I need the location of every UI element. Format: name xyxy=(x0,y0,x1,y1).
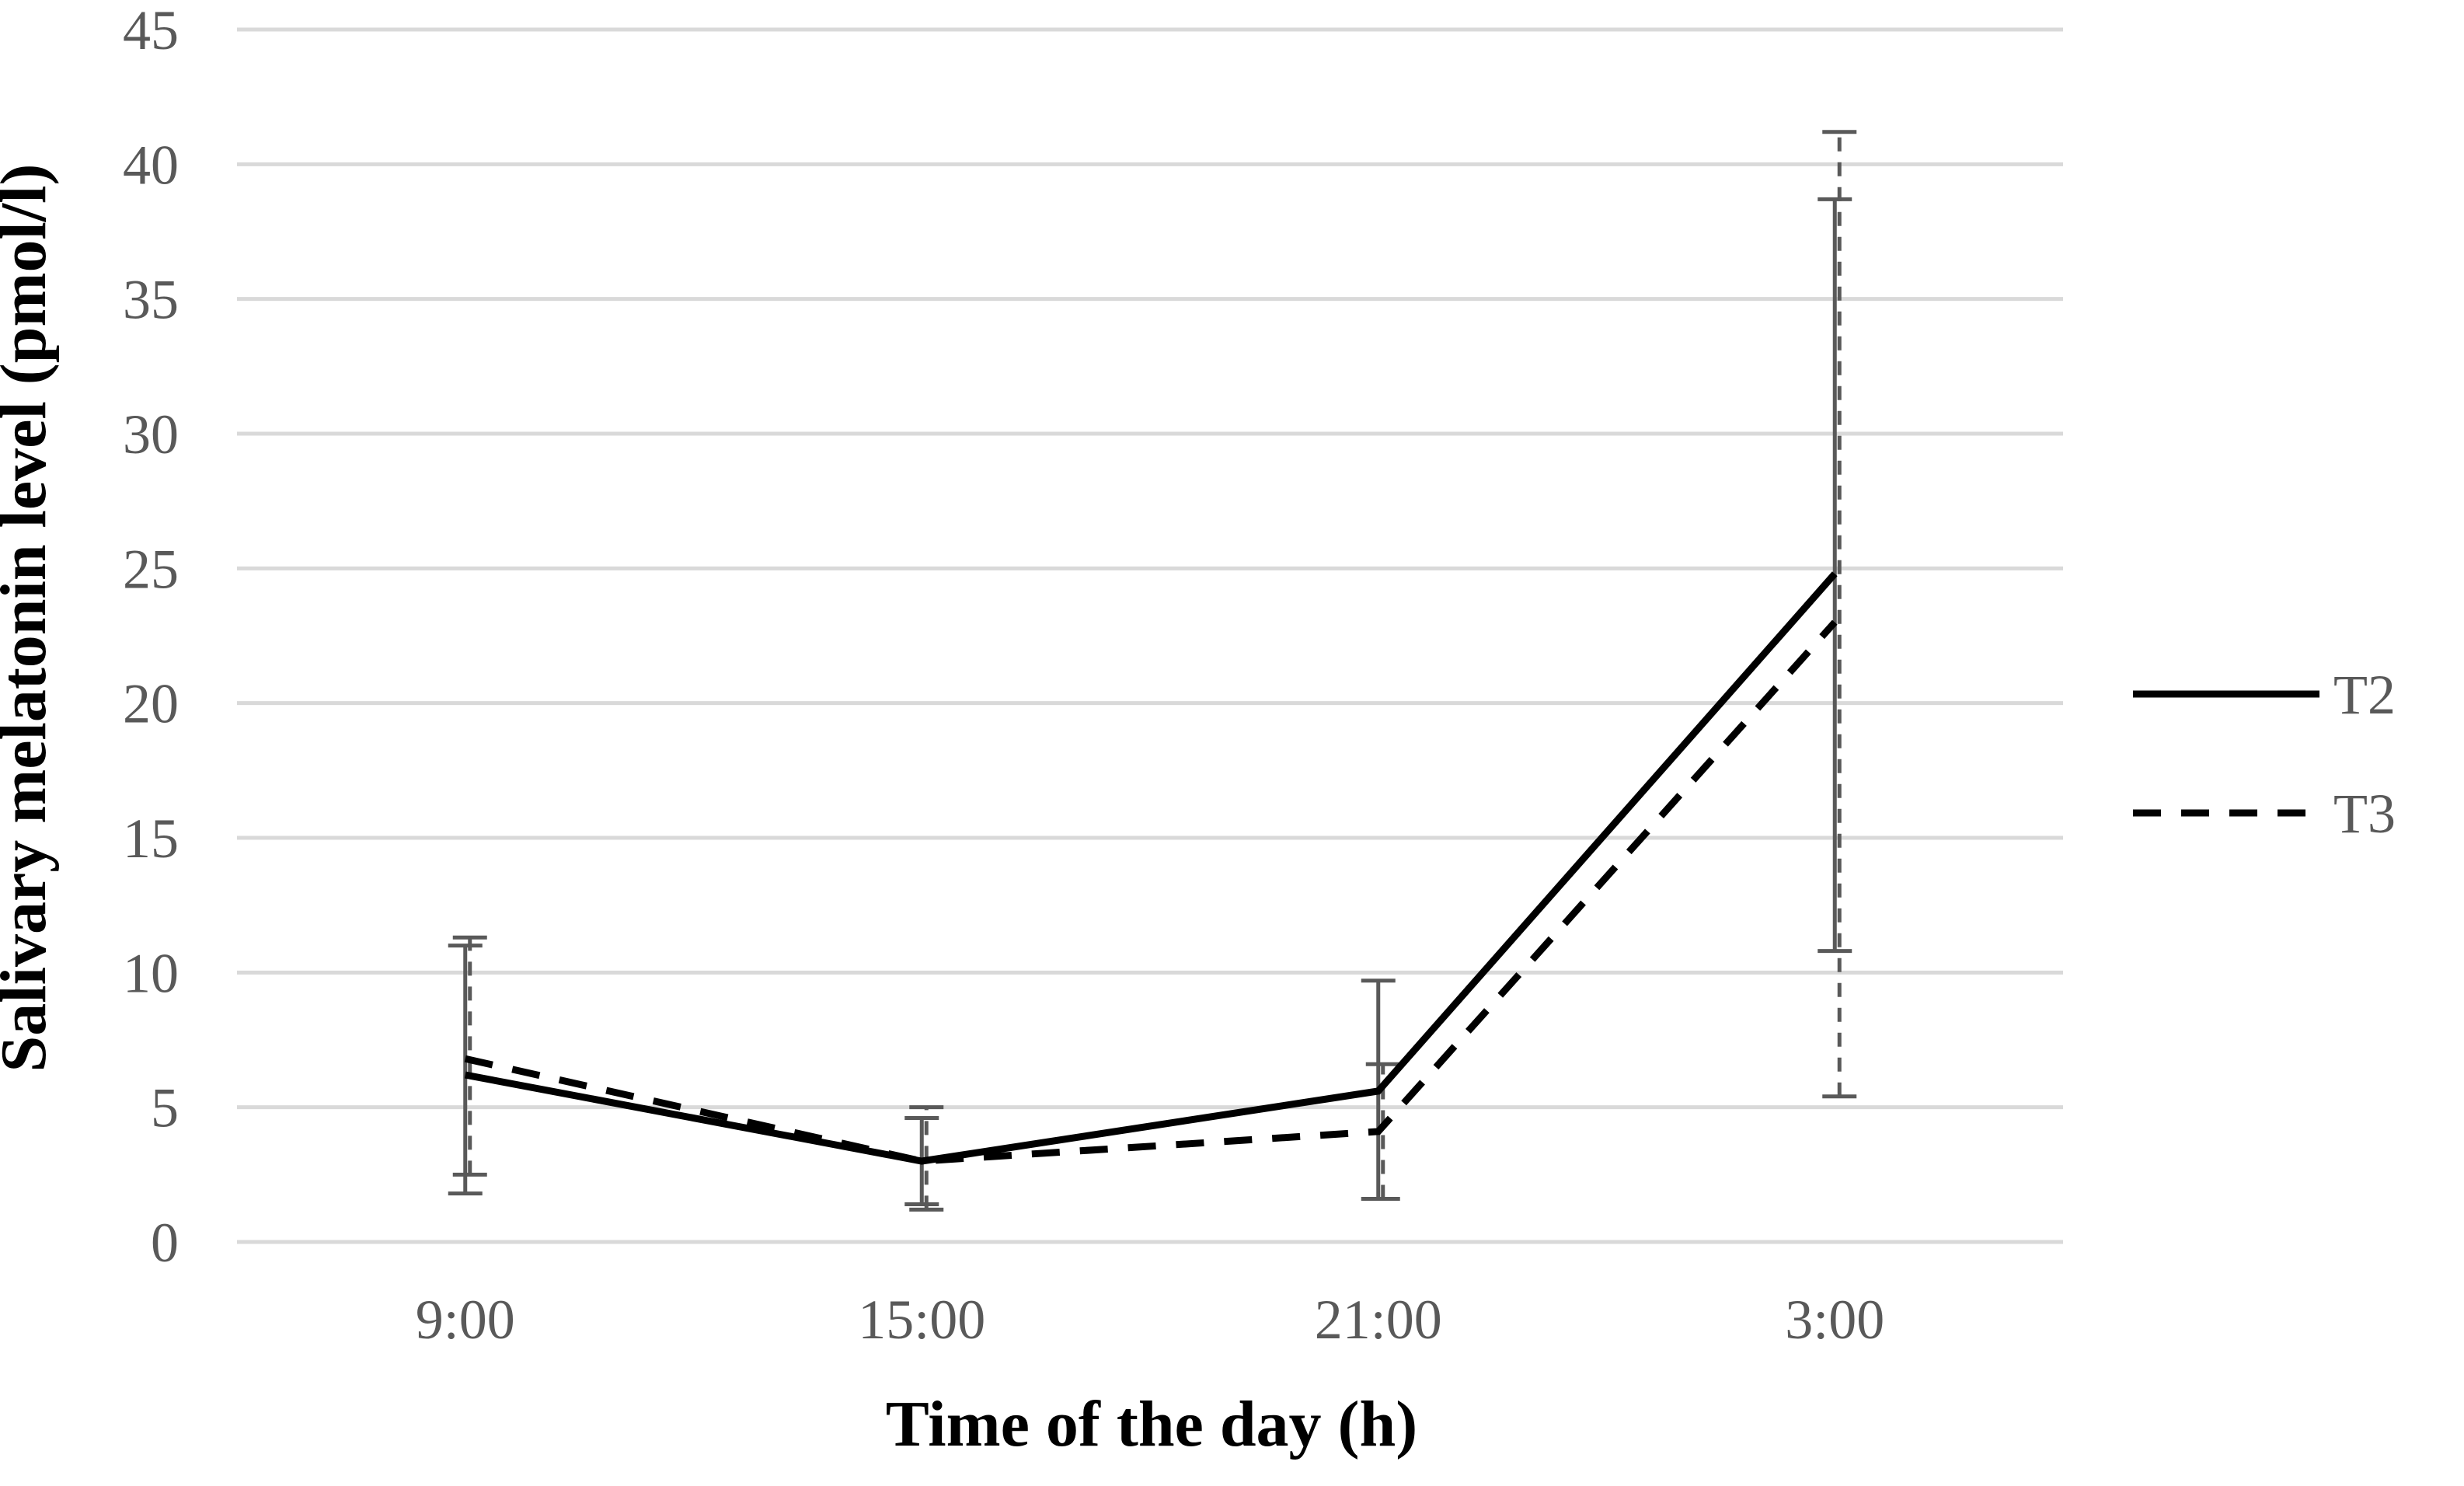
y-tick-label: 25 xyxy=(123,538,179,600)
series-line-t2 xyxy=(464,571,1838,1165)
series-lines xyxy=(464,571,1838,1165)
legend-label-t2: T2 xyxy=(2333,664,2396,726)
series-line-t3 xyxy=(464,619,1838,1165)
x-tick-label: 15:00 xyxy=(858,1289,985,1351)
x-tick-label: 21:00 xyxy=(1315,1289,1442,1351)
y-tick-label: 35 xyxy=(123,269,179,331)
y-tick-label: 5 xyxy=(151,1077,179,1139)
y-axis-title: Salivary melatonin level (pmol/l) xyxy=(0,164,60,1073)
legend: T2 T3 xyxy=(2133,664,2396,845)
y-axis-ticks: 0 5 10 15 20 25 30 35 40 45 xyxy=(123,0,179,1274)
x-axis-title: Time of the day (h) xyxy=(886,1388,1417,1460)
y-tick-label: 0 xyxy=(151,1212,179,1274)
y-tick-label: 30 xyxy=(123,403,179,466)
y-tick-label: 20 xyxy=(123,673,179,735)
gridlines xyxy=(237,27,2063,1244)
x-tick-label: 3:00 xyxy=(1785,1289,1884,1351)
error-bars xyxy=(448,130,1857,1212)
x-tick-label: 9:00 xyxy=(416,1289,515,1351)
y-tick-label: 45 xyxy=(123,0,179,61)
x-axis-ticks: 9:00 15:00 21:00 3:00 xyxy=(416,1289,1885,1351)
legend-label-t3: T3 xyxy=(2333,783,2396,845)
y-tick-label: 40 xyxy=(123,134,179,196)
y-tick-label: 15 xyxy=(123,808,179,870)
y-tick-label: 10 xyxy=(123,942,179,1004)
